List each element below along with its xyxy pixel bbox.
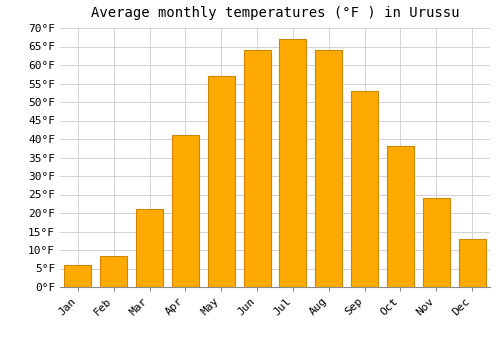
Bar <box>458 239 485 287</box>
Bar <box>244 50 270 287</box>
Bar <box>423 198 450 287</box>
Bar <box>351 91 378 287</box>
Bar <box>387 146 414 287</box>
Bar <box>136 209 163 287</box>
Bar <box>316 50 342 287</box>
Bar <box>64 265 92 287</box>
Bar <box>208 76 234 287</box>
Bar <box>172 135 199 287</box>
Title: Average monthly temperatures (°F ) in Urussu: Average monthly temperatures (°F ) in Ur… <box>91 6 459 20</box>
Bar <box>100 256 127 287</box>
Bar <box>280 39 306 287</box>
